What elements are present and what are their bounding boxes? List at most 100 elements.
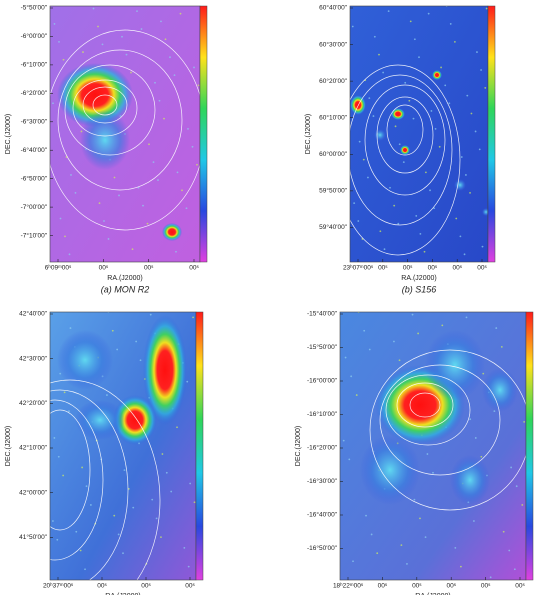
star [68, 253, 71, 256]
star [170, 490, 173, 493]
y-tick-label: 60°40'00" [319, 4, 348, 12]
star [148, 143, 150, 146]
star [478, 148, 481, 151]
star [160, 20, 162, 23]
y-axis-label: DEC.(J2000) [305, 114, 312, 154]
y-tick-label: -7°00'00" [21, 203, 48, 211]
star [474, 437, 477, 439]
star [146, 222, 149, 225]
colorbar [487, 5, 496, 263]
x-tick-label: 00ˢ [185, 583, 195, 590]
star [481, 245, 484, 248]
star [183, 546, 186, 549]
star [116, 348, 119, 351]
star [459, 235, 462, 238]
contour [64, 64, 156, 156]
contour [386, 104, 424, 156]
emission-region [57, 330, 113, 390]
x-tick-label: 00ˢ [189, 265, 199, 272]
star [149, 313, 152, 316]
star [196, 163, 198, 166]
star [113, 514, 116, 517]
star [169, 56, 171, 59]
star [123, 469, 126, 472]
star [155, 517, 158, 520]
star [107, 238, 110, 240]
star [353, 202, 356, 205]
star [53, 23, 56, 25]
contour [376, 96, 434, 174]
star [113, 176, 116, 179]
x-tick-label: 6ʰ09ᵐ00ˢ [45, 265, 72, 272]
star [355, 394, 358, 396]
star [406, 563, 408, 565]
star [469, 191, 471, 194]
star [85, 485, 88, 488]
contour [50, 29, 200, 231]
x-tick-label: 00ˢ [428, 265, 438, 272]
star [348, 458, 351, 461]
x-tick-label: 00ˢ [412, 583, 422, 590]
star [411, 313, 414, 316]
image-background [350, 6, 488, 262]
star [79, 549, 82, 552]
star [63, 391, 66, 394]
star [513, 568, 516, 571]
contour [57, 49, 183, 191]
y-tick-label: 59°40'00" [319, 223, 348, 231]
star [419, 517, 421, 520]
contour [50, 379, 161, 580]
emission-region [391, 108, 405, 120]
star [151, 498, 154, 501]
star [136, 10, 138, 13]
star [57, 455, 60, 458]
emission-region [454, 179, 466, 191]
contour [369, 349, 526, 511]
x-tick-label: 18ʰ22ᵐ00ˢ [333, 583, 364, 590]
star [383, 248, 386, 251]
image [350, 6, 488, 256]
star [58, 40, 60, 43]
emission-region [432, 70, 442, 80]
x-tick-label: 00ˢ [97, 583, 107, 590]
star [142, 204, 144, 207]
star [474, 130, 477, 133]
y-tick-label: -6°40'00" [21, 146, 48, 154]
emission-region [80, 110, 130, 170]
star [480, 69, 482, 71]
x-axis-label: RA.(J2000) [415, 593, 450, 595]
star [453, 40, 456, 43]
star [62, 58, 65, 61]
x-tick-label: 00ˢ [144, 265, 154, 272]
y-tick-label: -15°50'00" [307, 343, 338, 351]
star [82, 51, 84, 53]
star [393, 340, 395, 343]
caption: (b) S156 [402, 284, 437, 294]
panel: 60°40'00" 60°30'00" 60°20'00" 60°10'00" 60°0… [305, 4, 496, 294]
star [460, 156, 463, 158]
star [152, 161, 155, 164]
star [344, 356, 347, 359]
star [181, 189, 183, 192]
star [176, 171, 179, 174]
star [75, 530, 78, 533]
y-tick-label: 60°20'00" [319, 77, 348, 85]
star [433, 207, 436, 210]
star [432, 471, 434, 474]
star [127, 487, 130, 490]
star [400, 544, 403, 547]
star [362, 158, 365, 161]
y-tick-label: 60°30'00" [319, 40, 348, 48]
star [521, 504, 524, 506]
panel: 42°40'00" 42°30'00" 42°20'00" 42°10'00" 42°0… [5, 310, 204, 595]
star [106, 394, 108, 396]
star [92, 7, 95, 10]
star [502, 530, 505, 533]
star [515, 485, 518, 488]
star [368, 348, 371, 351]
star [365, 514, 367, 517]
star [465, 174, 467, 176]
star [97, 25, 99, 28]
star [139, 359, 142, 362]
